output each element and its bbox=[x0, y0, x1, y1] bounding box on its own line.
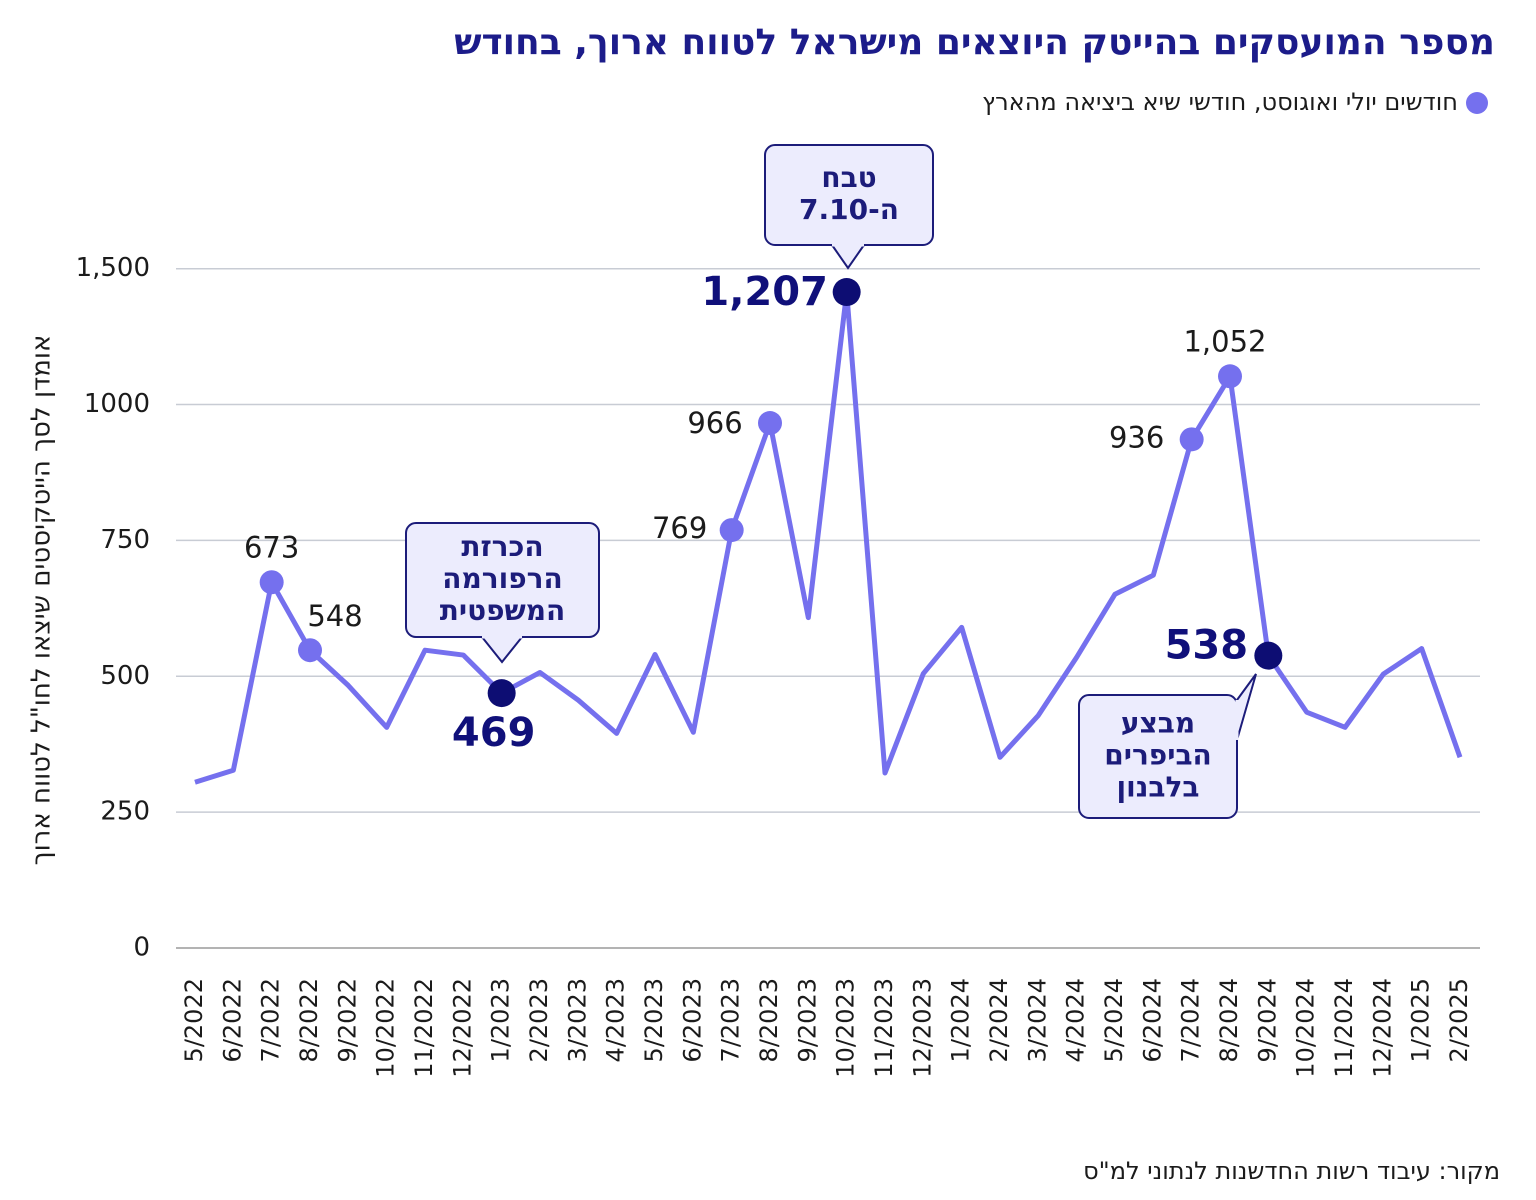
x-tick-label: 10/2024 bbox=[1292, 978, 1320, 1078]
data-point bbox=[719, 518, 744, 543]
x-tick-label: 8/2024 bbox=[1215, 978, 1243, 1062]
x-tick-label: 2/2024 bbox=[985, 978, 1013, 1062]
x-tick-label: 5/2022 bbox=[180, 978, 208, 1062]
legend-label: חודשים יולי ואוגוסט, חודשי שיא ביציאה מה… bbox=[982, 88, 1458, 116]
y-tick-label: 500 bbox=[100, 661, 150, 691]
value-label: 769 bbox=[652, 511, 707, 545]
annotation-text: ה-7.10 bbox=[799, 193, 899, 226]
x-tick-label: 2/2025 bbox=[1445, 978, 1473, 1062]
value-label: 1,052 bbox=[1183, 324, 1266, 358]
annotation-pointer bbox=[831, 244, 865, 270]
data-point bbox=[487, 679, 516, 708]
x-tick-label: 10/2022 bbox=[372, 978, 400, 1078]
data-point bbox=[259, 570, 284, 595]
x-tick-label: 9/2024 bbox=[1253, 978, 1281, 1062]
x-tick-label: 7/2023 bbox=[717, 978, 745, 1062]
x-tick-label: 5/2023 bbox=[640, 978, 668, 1062]
x-tick-label: 8/2023 bbox=[755, 978, 783, 1062]
value-label: 1,207 bbox=[701, 269, 828, 315]
y-tick-label: 250 bbox=[100, 797, 150, 827]
y-axis-title: אומדן לסך הייטקיסטים שיצאו לחו"ל לטווח א… bbox=[27, 335, 57, 866]
source: מקור: עיבוד רשות החדשנות לנתוני למ"ס bbox=[1083, 1157, 1500, 1185]
annotation-text: הביפרים bbox=[1104, 739, 1212, 772]
annotation-text: מבצע bbox=[1121, 707, 1195, 740]
legend-marker bbox=[1466, 92, 1488, 114]
x-tick-label: 12/2023 bbox=[908, 978, 936, 1078]
data-point bbox=[1218, 364, 1242, 389]
value-label: 538 bbox=[1165, 623, 1249, 669]
data-point bbox=[1179, 427, 1204, 452]
x-tick-label: 11/2023 bbox=[870, 978, 898, 1078]
x-tick-label: 6/2023 bbox=[678, 978, 706, 1062]
annotation-text: בלבנון bbox=[1116, 771, 1199, 804]
annotation-text: טבח bbox=[821, 161, 876, 194]
x-tick-label: 12/2024 bbox=[1368, 978, 1396, 1078]
x-tick-label: 9/2023 bbox=[793, 978, 821, 1062]
x-tick-label: 3/2023 bbox=[563, 978, 591, 1062]
value-label: 469 bbox=[452, 710, 536, 756]
chart-title: מספר המועסקים בהייטק היוצאים מישראל לטוו… bbox=[454, 22, 1495, 63]
x-tick-label: 4/2024 bbox=[1062, 978, 1090, 1062]
x-tick-label: 1/2023 bbox=[487, 978, 515, 1062]
x-tick-label: 1/2025 bbox=[1407, 978, 1435, 1062]
x-tick-label: 11/2024 bbox=[1330, 978, 1358, 1078]
x-tick-label: 7/2024 bbox=[1177, 978, 1205, 1062]
x-tick-label: 10/2023 bbox=[832, 978, 860, 1078]
y-tick-label: 1000 bbox=[84, 389, 150, 419]
data-point bbox=[298, 638, 322, 663]
x-tick-label: 12/2022 bbox=[448, 978, 476, 1078]
data-point bbox=[1254, 641, 1283, 670]
value-label: 966 bbox=[687, 406, 742, 440]
x-tick-label: 9/2022 bbox=[333, 978, 361, 1062]
annotation-pointer bbox=[481, 636, 523, 664]
x-tick-label: 3/2024 bbox=[1023, 978, 1051, 1062]
data-point bbox=[758, 411, 782, 436]
x-tick-label: 7/2022 bbox=[257, 978, 285, 1062]
annotation-text: הרפורמה bbox=[442, 562, 562, 595]
x-tick-label: 6/2024 bbox=[1138, 978, 1166, 1062]
annotation-box bbox=[1078, 694, 1238, 819]
annotation-text: המשפטית bbox=[440, 594, 566, 627]
x-tick-label: 2/2023 bbox=[525, 978, 553, 1062]
x-tick-label: 5/2024 bbox=[1100, 978, 1128, 1062]
x-tick-label: 8/2022 bbox=[295, 978, 323, 1062]
x-tick-label: 1/2024 bbox=[947, 978, 975, 1062]
annotation-pointer bbox=[1236, 673, 1257, 741]
x-tick-label: 6/2022 bbox=[218, 978, 246, 1062]
value-label: 936 bbox=[1109, 420, 1164, 454]
y-tick-label: 0 bbox=[133, 933, 150, 963]
value-label: 673 bbox=[244, 530, 299, 564]
annotation-text: הכרזת bbox=[461, 530, 543, 563]
x-tick-label: 4/2023 bbox=[602, 978, 630, 1062]
data-point bbox=[832, 278, 861, 307]
y-tick-label: 750 bbox=[100, 525, 150, 555]
value-label: 548 bbox=[307, 599, 362, 633]
x-tick-label: 11/2022 bbox=[410, 978, 438, 1078]
data-line bbox=[194, 289, 1463, 785]
y-tick-label: 1,500 bbox=[76, 253, 150, 283]
